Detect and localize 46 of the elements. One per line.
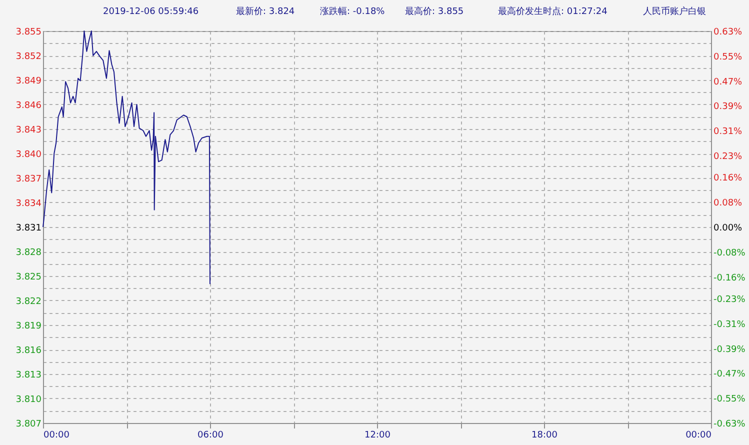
y-tick-label: 3.807 — [16, 420, 42, 430]
y-tick-label: 3.816 — [16, 346, 42, 356]
y2-tick-label: 0.16% — [714, 174, 743, 184]
y2-tick-label: -0.16% — [714, 273, 746, 284]
x-tick-label: 18:00 — [532, 430, 558, 440]
y2-tick-label: 0.00% — [714, 224, 743, 234]
x-tick-label: 12:00 — [364, 430, 391, 440]
y2-tick-label: -0.55% — [714, 394, 746, 405]
y2-tick-label: 0.39% — [714, 102, 743, 112]
y2-tick-label: 0.63% — [714, 28, 743, 38]
y-tick-label: 3.843 — [16, 126, 42, 136]
y-tick-label: 3.822 — [16, 297, 42, 307]
y2-tick-label: 0.55% — [714, 52, 743, 62]
text: 最高价: 3.855 — [405, 6, 464, 17]
x-tick-label: 00:00 — [44, 430, 70, 440]
y-tick-label: 3.852 — [16, 52, 42, 62]
y-tick-label: 3.825 — [16, 272, 42, 282]
y-tick-label: 3.828 — [16, 248, 42, 258]
y-tick-label: 3.834 — [16, 199, 42, 209]
text: 最高价发生时点: 01:27:24 — [498, 6, 608, 17]
text: 2019-12-06 05:59:46 — [103, 7, 199, 17]
y2-tick-label: -0.63% — [714, 420, 746, 430]
y-tick-label: 3.837 — [16, 174, 42, 184]
y-tick-label: 3.831 — [16, 224, 42, 234]
y-tick-label: 3.813 — [16, 370, 42, 380]
y2-tick-label: 0.47% — [714, 77, 743, 88]
y2-tick-label: 0.23% — [714, 152, 743, 162]
text: 人民币账户白银 — [643, 6, 706, 17]
y2-tick-label: 0.31% — [714, 127, 743, 138]
y2-tick-label: -0.31% — [714, 320, 746, 330]
y-tick-label: 3.810 — [16, 395, 42, 405]
x-tick-label: 00:00 — [686, 430, 712, 440]
y-tick-label: 3.819 — [16, 322, 42, 332]
text: 最新价: 3.824 — [236, 6, 295, 17]
x-tick-label: 06:00 — [198, 430, 224, 440]
y-tick-label: 3.846 — [16, 101, 42, 111]
y2-tick-label: -0.47% — [714, 370, 746, 380]
y2-tick-label: -0.23% — [714, 295, 746, 306]
y-tick-label: 3.849 — [16, 76, 42, 86]
line-series — [42, 30, 210, 285]
y2-tick-label: 0.08% — [714, 198, 743, 209]
y-tick-label: 3.855 — [16, 28, 42, 38]
y2-tick-label: -0.39% — [714, 344, 746, 355]
text: 涨跌幅: -0.18% — [320, 6, 386, 17]
y2-tick-label: -0.08% — [714, 248, 746, 258]
y-tick-label: 3.840 — [16, 150, 42, 160]
